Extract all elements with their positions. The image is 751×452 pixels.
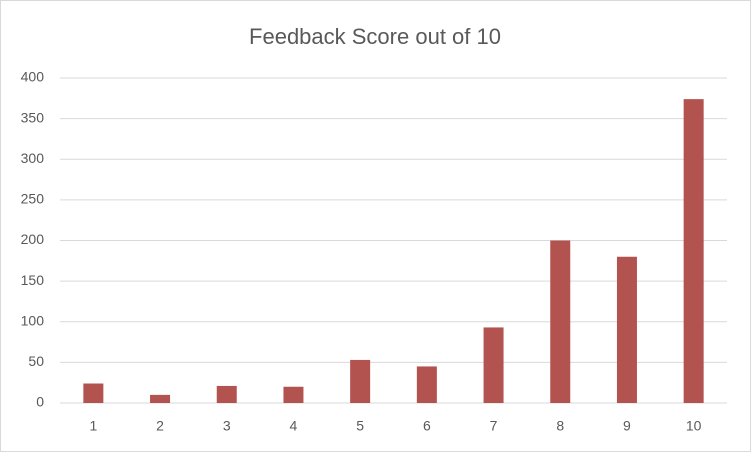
y-tick-label: 100 (21, 312, 45, 328)
x-tick-label: 2 (156, 418, 164, 434)
y-tick-label: 350 (21, 109, 45, 125)
x-tick-label: 5 (356, 418, 364, 434)
y-tick-label: 300 (21, 150, 45, 166)
x-tick-label: 4 (290, 418, 298, 434)
bar (483, 327, 504, 403)
bar (150, 394, 171, 403)
y-tick-label: 400 (21, 69, 45, 85)
x-tick-label: 9 (623, 418, 631, 434)
x-tick-label: 8 (556, 418, 564, 434)
x-tick-label: 3 (223, 418, 231, 434)
y-tick-label: 200 (21, 231, 45, 247)
bar (550, 240, 571, 403)
x-tick-label: 1 (89, 418, 97, 434)
y-tick-label: 50 (28, 353, 44, 369)
y-tick-label: 150 (21, 272, 45, 288)
y-tick-label: 0 (36, 394, 44, 410)
bar (283, 386, 304, 403)
x-tick-label: 6 (423, 418, 431, 434)
bar (683, 99, 704, 403)
x-tick-label: 7 (490, 418, 498, 434)
x-tick-label: 10 (686, 418, 702, 434)
bar (216, 385, 237, 403)
bar (350, 359, 371, 403)
bar (616, 256, 637, 403)
chart-title: Feedback Score out of 10 (249, 24, 501, 49)
bar (83, 383, 104, 403)
y-tick-label: 250 (21, 191, 45, 207)
bar (416, 366, 437, 403)
